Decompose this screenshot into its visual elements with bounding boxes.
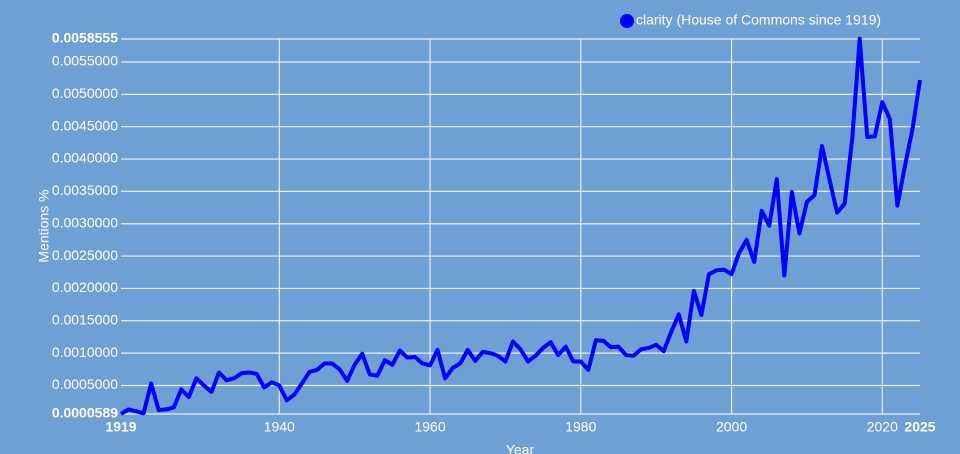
x-tick-label: 1919	[105, 419, 136, 435]
y-tick-label: 0.0010000	[52, 344, 118, 360]
x-tick-label: 2020	[867, 419, 898, 435]
x-tick-label: 2000	[716, 419, 747, 435]
y-tick-label: 0.0045000	[52, 117, 118, 133]
legend-label: clarity (House of Commons since 1919)	[636, 12, 881, 28]
x-tick-label: 1980	[565, 419, 596, 435]
y-tick-label: 0.0055000	[52, 53, 118, 69]
y-tick-label: 0.0020000	[52, 279, 118, 295]
y-tick-label: 0.0040000	[52, 150, 118, 166]
y-axis-label: Mentions %	[36, 189, 52, 262]
y-tick-label: 0.0058555	[52, 30, 118, 46]
y-tick-label: 0.0005000	[52, 376, 118, 392]
y-tick-label: 0.0000589	[52, 405, 118, 421]
data-line	[119, 36, 922, 416]
y-tick-label: 0.0025000	[52, 247, 118, 263]
y-tick-label: 0.0035000	[52, 182, 118, 198]
y-tick-label: 0.0050000	[52, 85, 118, 101]
y-tick-label: 0.0030000	[52, 214, 118, 230]
legend-marker	[620, 14, 634, 28]
x-tick-label: 1960	[414, 419, 445, 435]
x-tick-label: 1940	[264, 419, 295, 435]
y-tick-label: 0.0015000	[52, 311, 118, 327]
x-tick-label: 2025	[904, 419, 935, 435]
x-axis-label: Year	[506, 442, 535, 454]
